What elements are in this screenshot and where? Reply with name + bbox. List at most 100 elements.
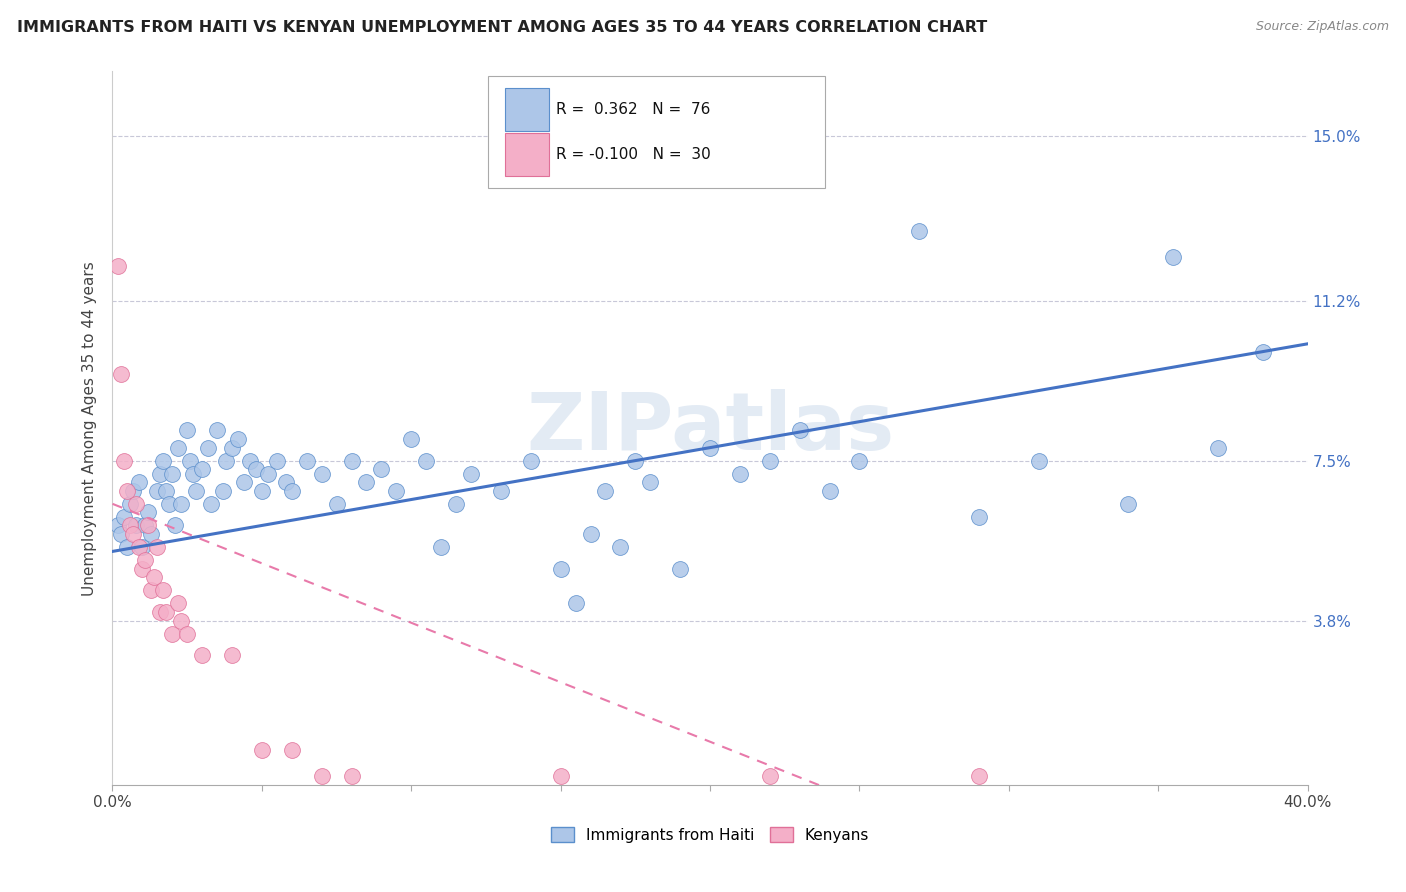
- Point: [340, 453, 363, 467]
- Point: [122, 483, 145, 498]
- Point: [143, 570, 166, 584]
- Point: [640, 475, 662, 490]
- Point: [122, 527, 145, 541]
- Point: [415, 453, 437, 467]
- Point: [250, 483, 273, 498]
- Point: [669, 562, 692, 576]
- Point: [125, 497, 148, 511]
- Point: [120, 518, 142, 533]
- Point: [356, 475, 378, 490]
- Point: [117, 540, 139, 554]
- Point: [281, 483, 304, 498]
- Point: [107, 518, 129, 533]
- Point: [215, 453, 238, 467]
- Point: [295, 453, 318, 467]
- Point: [245, 462, 267, 476]
- Point: [176, 626, 198, 640]
- Point: [967, 769, 990, 783]
- Point: [266, 453, 288, 467]
- Point: [134, 518, 156, 533]
- Point: [186, 483, 208, 498]
- Point: [165, 518, 187, 533]
- Point: [149, 605, 172, 619]
- Point: [176, 423, 198, 437]
- Point: [155, 483, 177, 498]
- Point: [162, 626, 183, 640]
- Point: [520, 453, 543, 467]
- Point: [191, 462, 214, 476]
- Point: [138, 506, 160, 520]
- Point: [385, 483, 408, 498]
- Point: [141, 583, 163, 598]
- Point: [221, 441, 243, 455]
- Point: [430, 540, 453, 554]
- Point: [401, 432, 423, 446]
- Point: [250, 743, 273, 757]
- Point: [152, 453, 174, 467]
- Point: [191, 648, 214, 663]
- Point: [370, 462, 392, 476]
- Point: [550, 562, 572, 576]
- Point: [155, 605, 177, 619]
- Point: [146, 483, 169, 498]
- Text: R = -0.100   N =  30: R = -0.100 N = 30: [557, 147, 711, 162]
- Text: ZIPatlas: ZIPatlas: [526, 389, 894, 467]
- Point: [233, 475, 256, 490]
- Point: [1206, 441, 1229, 455]
- Point: [131, 540, 153, 554]
- Point: [325, 497, 347, 511]
- Point: [550, 769, 572, 783]
- Point: [157, 497, 180, 511]
- Point: [221, 648, 243, 663]
- Point: [181, 467, 204, 481]
- Point: [170, 497, 193, 511]
- Point: [167, 596, 190, 610]
- Point: [759, 769, 782, 783]
- Point: [579, 527, 602, 541]
- Legend: Immigrants from Haiti, Kenyans: Immigrants from Haiti, Kenyans: [544, 821, 876, 848]
- Point: [110, 527, 132, 541]
- Point: [114, 509, 135, 524]
- Point: [1251, 345, 1274, 359]
- Point: [167, 441, 190, 455]
- Point: [162, 467, 183, 481]
- Point: [340, 769, 363, 783]
- Point: [1161, 250, 1184, 264]
- Point: [908, 224, 931, 238]
- Point: [134, 553, 156, 567]
- Text: Source: ZipAtlas.com: Source: ZipAtlas.com: [1256, 20, 1389, 33]
- Point: [141, 527, 163, 541]
- Point: [107, 259, 129, 273]
- Point: [226, 432, 249, 446]
- Point: [117, 483, 139, 498]
- Point: [444, 497, 467, 511]
- Point: [564, 596, 586, 610]
- Point: [281, 743, 304, 757]
- Point: [274, 475, 297, 490]
- Text: IMMIGRANTS FROM HAITI VS KENYAN UNEMPLOYMENT AMONG AGES 35 TO 44 YEARS CORRELATI: IMMIGRANTS FROM HAITI VS KENYAN UNEMPLOY…: [17, 20, 987, 35]
- Point: [489, 483, 512, 498]
- Point: [624, 453, 647, 467]
- Point: [460, 467, 482, 481]
- Y-axis label: Unemployment Among Ages 35 to 44 years: Unemployment Among Ages 35 to 44 years: [82, 260, 97, 596]
- Point: [205, 423, 228, 437]
- Point: [128, 475, 150, 490]
- Point: [149, 467, 172, 481]
- Point: [125, 518, 148, 533]
- Point: [138, 518, 160, 533]
- Point: [212, 483, 235, 498]
- Point: [595, 483, 617, 498]
- Point: [848, 453, 870, 467]
- Point: [146, 540, 169, 554]
- Point: [170, 614, 193, 628]
- Point: [311, 467, 333, 481]
- Point: [728, 467, 751, 481]
- Point: [789, 423, 811, 437]
- Point: [257, 467, 280, 481]
- Point: [967, 509, 990, 524]
- Point: [1118, 497, 1140, 511]
- Point: [179, 453, 201, 467]
- Point: [128, 540, 150, 554]
- Point: [152, 583, 174, 598]
- Point: [131, 562, 153, 576]
